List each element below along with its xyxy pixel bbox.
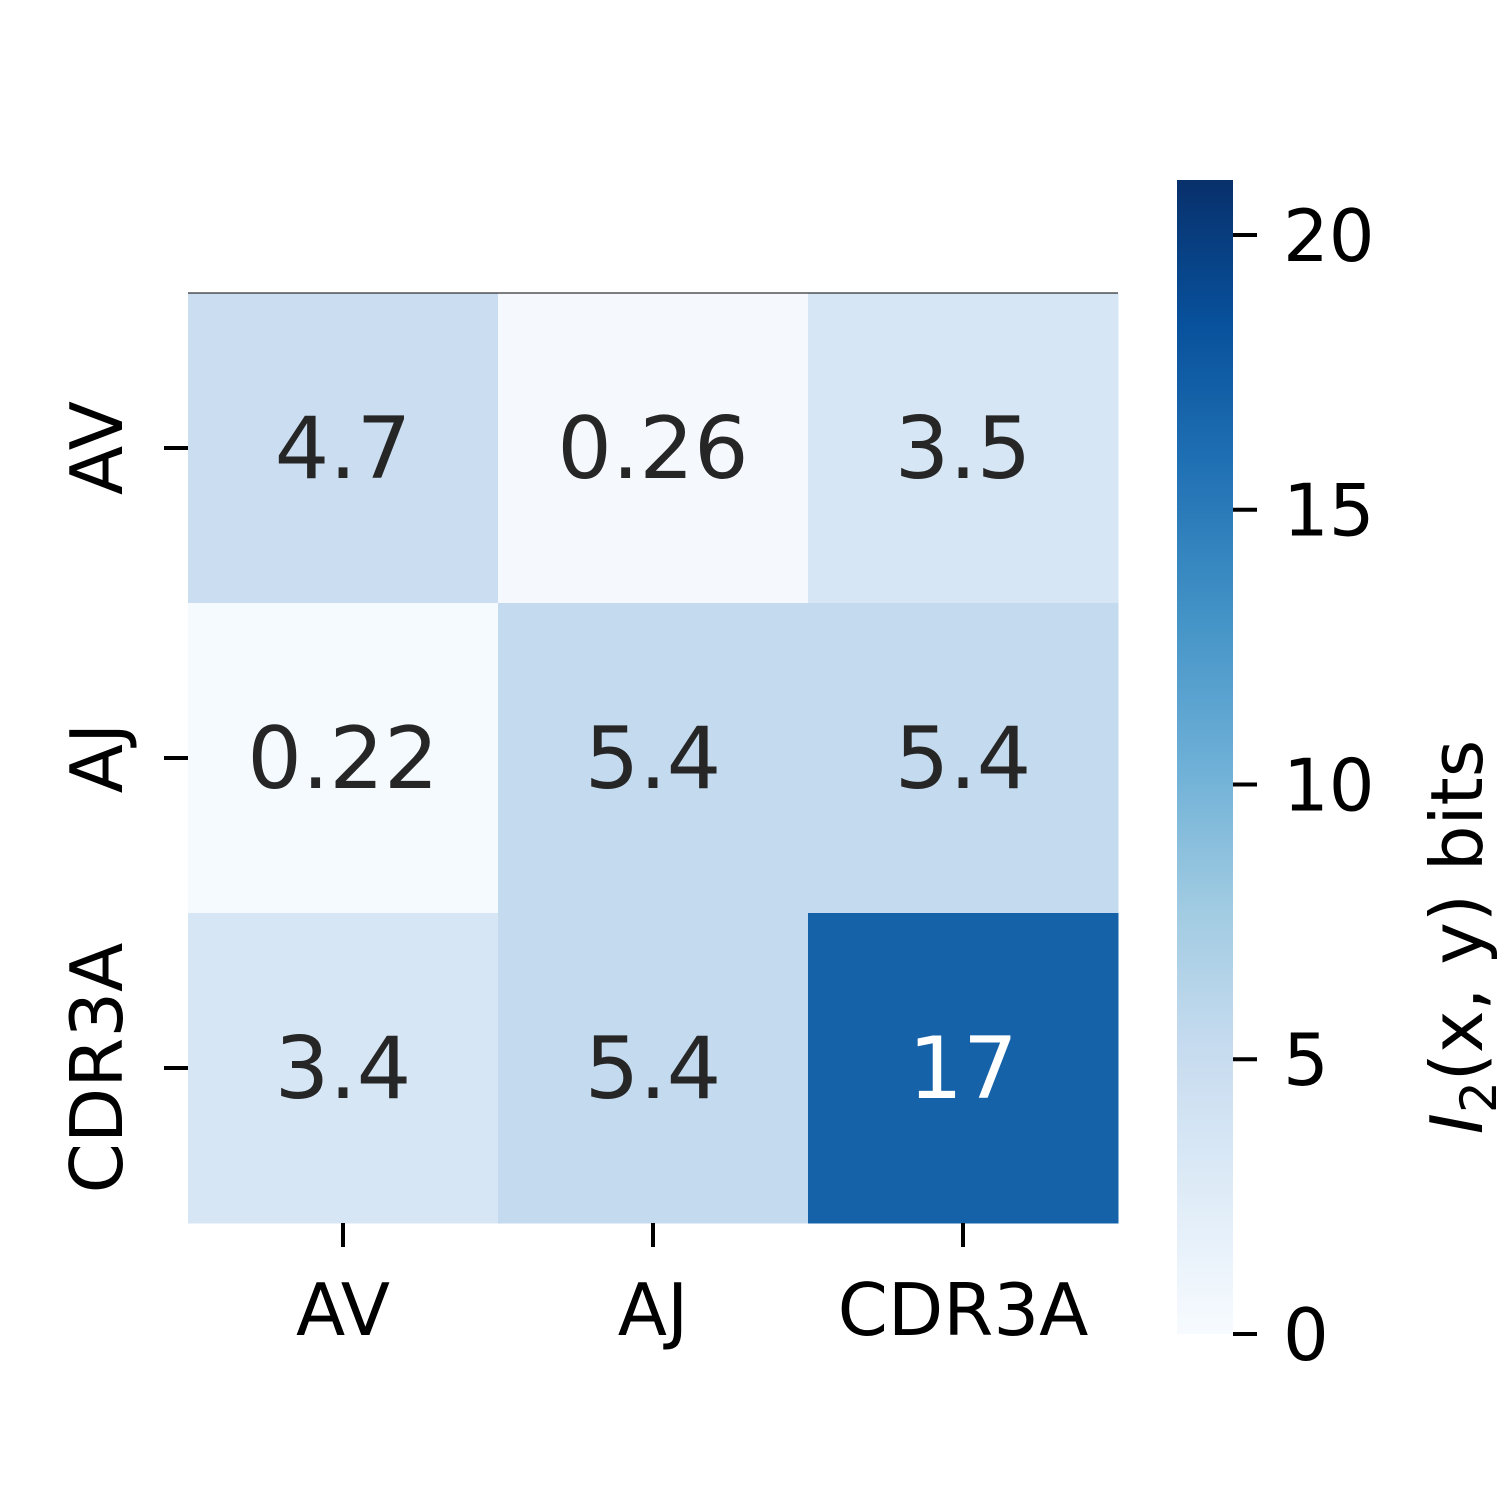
heatmap-cell <box>498 293 809 604</box>
y-tick-label: AV <box>55 401 139 495</box>
colorbar-label-sub: 2 <box>1450 1081 1500 1113</box>
heatmap-cell <box>188 603 499 914</box>
x-tick-label: CDR3A <box>838 1268 1089 1352</box>
colorbar-tick-label: 20 <box>1283 194 1375 278</box>
y-tick-label: AJ <box>55 723 139 794</box>
cell-value-label: 0.22 <box>247 709 438 809</box>
colorbar-label: I2(x, y) bits <box>1415 740 1500 1135</box>
heatmap-cell <box>808 603 1119 914</box>
cell-value-label: 5.4 <box>585 1019 722 1119</box>
x-tick-label: AJ <box>618 1268 689 1352</box>
cell-value-label: 5.4 <box>895 709 1032 809</box>
heatmap-cell <box>808 293 1119 604</box>
colorbar-tick-label: 0 <box>1283 1293 1329 1377</box>
heatmap-cells <box>188 292 1119 1224</box>
cell-value-label: 0.26 <box>557 399 748 499</box>
x-axis: AV AJ CDR3A <box>296 1223 1088 1352</box>
colorbar-ticks: 0 5 10 15 20 <box>1233 194 1375 1377</box>
cell-value-label: 5.4 <box>585 709 722 809</box>
cell-value-label: 3.5 <box>895 399 1032 499</box>
colorbar-tick-label: 15 <box>1283 469 1375 553</box>
heatmap-cell <box>808 913 1119 1224</box>
cell-value-label: 4.7 <box>275 399 412 499</box>
colorbar-tick-label: 5 <box>1283 1018 1329 1102</box>
cell-value-label: 17 <box>908 1019 1017 1119</box>
colorbar-label-main: I <box>1415 1113 1499 1134</box>
x-tick-label: AV <box>296 1268 390 1352</box>
y-tick-label: CDR3A <box>55 943 139 1194</box>
heatmap-cell-labels: 4.7 0.26 3.5 0.22 5.4 5.4 3.4 5.4 17 <box>247 399 1031 1119</box>
colorbar-label-rest: (x, y) bits <box>1415 740 1499 1082</box>
heatmap-cell <box>498 603 809 914</box>
heatmap-cell <box>188 293 499 604</box>
y-axis: AV AJ CDR3A <box>55 401 188 1193</box>
colorbar-tick-label: 10 <box>1283 743 1375 827</box>
cell-value-label: 3.4 <box>275 1019 412 1119</box>
colorbar <box>1177 180 1233 1334</box>
heatmap-cell <box>498 913 809 1224</box>
heatmap-cell <box>188 913 499 1224</box>
